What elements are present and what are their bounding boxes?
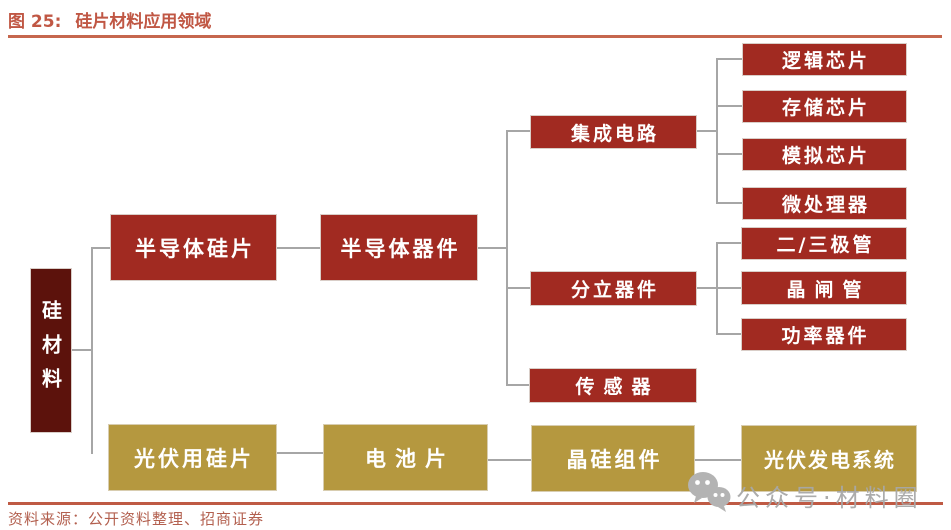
node-logic-chip: 逻辑芯片 <box>742 43 907 76</box>
node-silicon-material: 硅材料 <box>30 268 72 433</box>
connector-cell-module <box>488 459 531 461</box>
node-memory-chip: 存储芯片 <box>742 90 907 123</box>
node-semiconductor-device: 半导体器件 <box>320 214 478 281</box>
node-pv-power-system: 光伏发电系统 <box>741 425 917 492</box>
node-pv-wafer: 光伏用硅片 <box>108 424 277 491</box>
connector-device-trunk <box>478 247 507 249</box>
connector-to-sensor <box>507 384 529 386</box>
bottom-rule <box>8 502 943 505</box>
connector-to-diode <box>717 242 741 244</box>
figure-title: 图 25: 硅片材料应用领域 <box>8 7 211 32</box>
node-crystalline-module: 晶硅组件 <box>531 425 695 492</box>
connector-trunk-main <box>91 247 93 454</box>
node-discrete-device: 分立器件 <box>530 271 697 306</box>
node-integrated-circuit: 集成电路 <box>530 115 697 149</box>
node-thyristor: 晶闸管 <box>741 271 907 305</box>
connector-ic-trunk <box>697 130 717 132</box>
connector-root-trunk <box>72 349 92 351</box>
connector-module-system <box>695 459 741 461</box>
node-sensor: 传感器 <box>529 368 697 403</box>
figure-number-label: 图 25: <box>8 12 62 32</box>
connector-to-power-device <box>717 333 741 335</box>
connector-to-discrete <box>507 287 530 289</box>
connector-trunk-device <box>506 130 508 386</box>
wechat-bubbles-icon <box>686 471 734 517</box>
connector-to-memory-chip <box>717 105 742 107</box>
node-power-device: 功率器件 <box>741 318 907 351</box>
connector-to-ic <box>507 130 530 132</box>
source-note: 资料来源：公开资料整理、招商证券 <box>8 510 265 528</box>
connector-to-thyristor <box>717 287 741 289</box>
connector-pvwafer-cell <box>277 452 323 454</box>
connector-to-semi-wafer <box>92 247 110 249</box>
title-underline <box>8 35 942 38</box>
connector-to-microprocessor <box>717 202 742 204</box>
connector-to-logic-chip <box>717 58 742 60</box>
node-diode-triode: 二/三极管 <box>741 227 907 260</box>
connector-wafer-device <box>277 247 320 249</box>
node-battery-cell: 电池片 <box>323 424 488 491</box>
watermark-text: 公众号·材料圈 <box>736 484 923 512</box>
node-analog-chip: 模拟芯片 <box>742 138 907 171</box>
connector-discrete-trunk <box>697 287 717 289</box>
node-microprocessor: 微处理器 <box>742 187 907 220</box>
connector-trunk-ic-children <box>716 58 718 204</box>
node-semiconductor-wafer: 半导体硅片 <box>110 214 277 281</box>
connector-to-analog-chip <box>717 153 742 155</box>
figure-title-text: 硅片材料应用领域 <box>75 12 212 32</box>
